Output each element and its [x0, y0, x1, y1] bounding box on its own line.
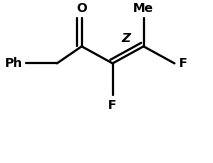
Text: O: O — [76, 2, 87, 15]
Text: Ph: Ph — [5, 57, 23, 70]
Text: Z: Z — [121, 32, 130, 45]
Text: Me: Me — [133, 2, 154, 15]
Text: F: F — [179, 57, 187, 70]
Text: F: F — [108, 99, 117, 112]
